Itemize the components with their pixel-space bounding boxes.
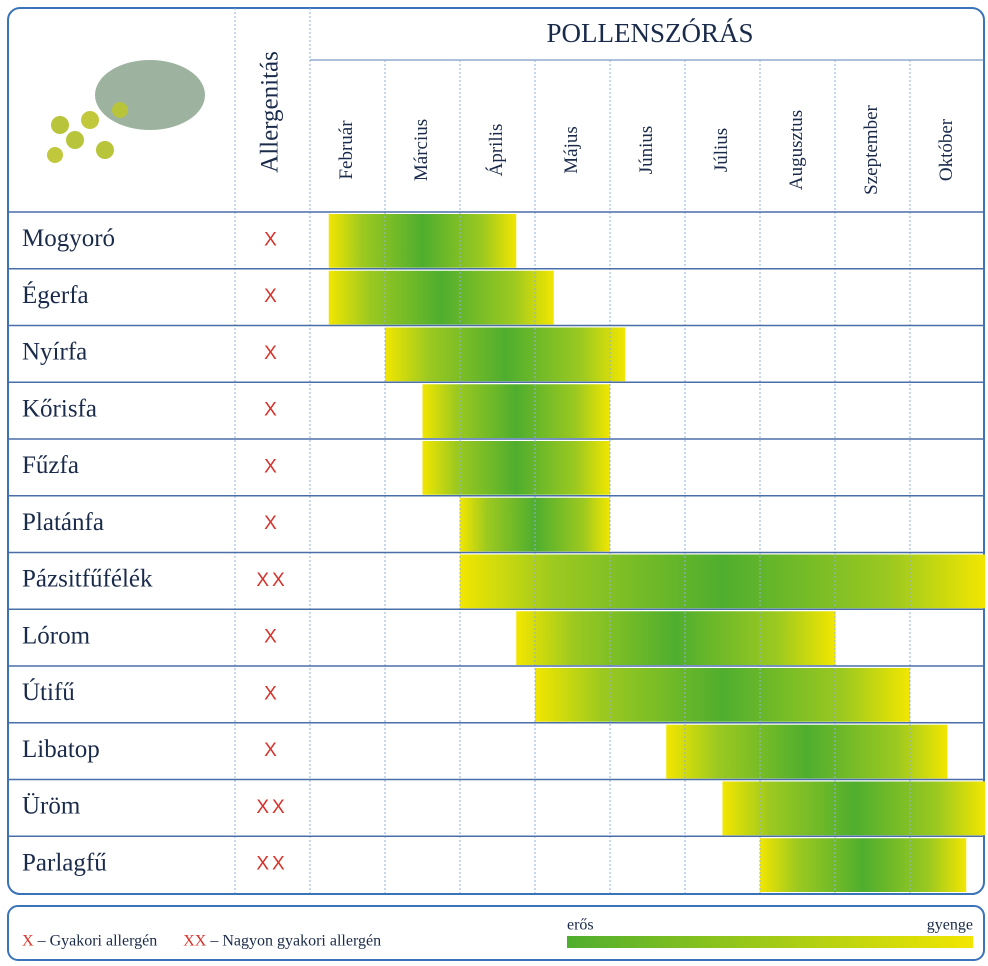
- allergen-mark: XX: [256, 854, 287, 875]
- pollen-calendar: POLLENSZÓRÁS Allergenitás erős gyenge Fe…: [0, 0, 988, 966]
- pollen-period: [535, 668, 910, 722]
- plant-name: Égerfa: [22, 281, 89, 309]
- plant-name: Nyírfa: [22, 339, 87, 366]
- allergen-mark: X: [264, 400, 280, 421]
- plant-name: Pázsitfűfélék: [22, 566, 153, 593]
- allergen-mark: X: [264, 627, 280, 648]
- month-label: Február: [336, 120, 357, 180]
- pollen-period: [666, 725, 947, 779]
- month-label: Október: [936, 118, 957, 181]
- allergen-mark: XX: [256, 797, 287, 818]
- plant-name: Fűzfa: [22, 452, 79, 479]
- allergenity-header: Allergenitás: [257, 51, 284, 173]
- plant-name: Útifű: [22, 678, 75, 706]
- legend-label: – Nagyon gyakori allergén: [209, 933, 381, 950]
- plant-name: Lórom: [22, 622, 91, 649]
- pollen-period: [760, 838, 966, 892]
- legend-mark: XX: [183, 933, 207, 950]
- pollen-period: [460, 555, 985, 609]
- month-label: Szeptember: [861, 104, 882, 194]
- legend-label: – Gyakori allergén: [37, 933, 158, 950]
- plant-name: Platánfa: [22, 509, 104, 536]
- allergen-mark: X: [264, 683, 280, 704]
- plant-name: Üröm: [22, 793, 81, 820]
- allergen-mark: X: [264, 343, 280, 364]
- allergen-mark: X: [264, 456, 280, 477]
- month-label: Augusztus: [786, 110, 807, 190]
- month-label: Május: [561, 126, 582, 174]
- legend-gradient: [567, 936, 973, 948]
- allergen-mark: XX: [256, 570, 287, 591]
- plant-name: Kőrisfa: [22, 395, 97, 422]
- pollen-period: [723, 782, 986, 836]
- pollen-period: [329, 271, 554, 325]
- allergen-mark: X: [264, 513, 280, 534]
- pollen-period: [516, 611, 835, 665]
- plant-name: Mogyoró: [22, 225, 115, 252]
- month-label: Március: [411, 119, 432, 181]
- allergen-mark: X: [264, 229, 280, 250]
- legend-strong: erős: [567, 917, 594, 934]
- month-label: Július: [711, 128, 732, 172]
- header-title: POLLENSZÓRÁS: [546, 18, 753, 48]
- pollen-period: [423, 384, 611, 438]
- plant-name: Parlagfű: [22, 849, 107, 876]
- pollen-period: [329, 214, 517, 268]
- month-label: Április: [485, 124, 507, 177]
- pollen-period: [423, 441, 611, 495]
- allergen-mark: X: [264, 740, 280, 761]
- legend-mark: X: [22, 933, 34, 950]
- month-label: Június: [636, 126, 657, 175]
- legend-weak: gyenge: [927, 917, 973, 934]
- pollen-period: [385, 328, 625, 382]
- plant-name: Libatop: [22, 736, 100, 763]
- allergen-mark: X: [264, 286, 280, 307]
